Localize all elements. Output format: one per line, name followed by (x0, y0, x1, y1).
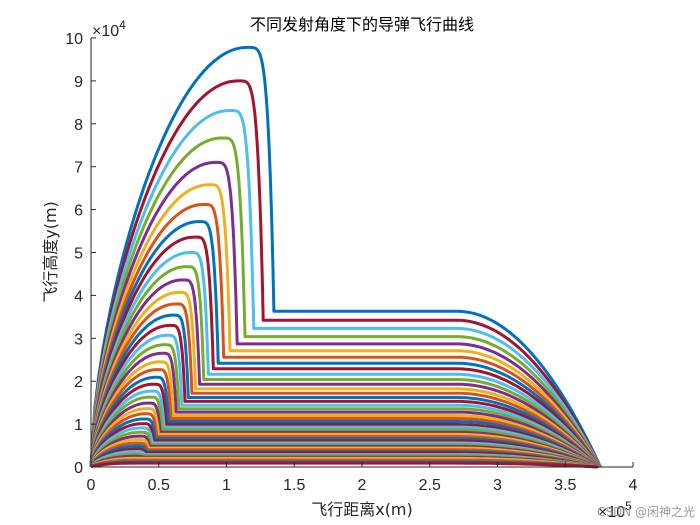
x-tick-label: 0.5 (148, 477, 170, 494)
y-tick-label: 3 (74, 331, 83, 348)
series-line-4 (89, 136, 602, 468)
y-tick-label: 2 (74, 374, 83, 391)
x-ticks: 0 0.5 1 1.5 2 2.5 3 3.5 4 (87, 462, 638, 494)
x-tick-label: 3.5 (554, 477, 576, 494)
y-tick-label: 10 (65, 31, 83, 48)
y-multiplier-exp: 4 (119, 18, 126, 32)
x-tick-label: 2.5 (419, 477, 441, 494)
series-line-30 (89, 422, 599, 469)
series-line-44 (90, 461, 598, 469)
series-line-29 (89, 417, 599, 469)
series-line-21 (89, 368, 600, 469)
x-axis-label: 飞行距离x(m) (311, 500, 413, 519)
y-tick-label: 0 (74, 460, 83, 477)
x-tick-label: 3 (493, 477, 502, 494)
y-tick-label: 6 (74, 203, 83, 220)
series-line-7 (89, 203, 601, 468)
x-multiplier-exp: 5 (625, 499, 632, 513)
series-line-11 (89, 265, 601, 468)
series-line-24 (89, 389, 600, 469)
series-line-28 (89, 412, 599, 469)
series-line-19 (89, 351, 600, 469)
series-line-20 (89, 360, 600, 469)
y-tick-label: 4 (74, 288, 83, 305)
y-multiplier-base: ×10 (92, 23, 119, 40)
y-tick-label: 9 (74, 74, 83, 91)
series-line-16 (89, 323, 600, 469)
series-line-27 (89, 407, 599, 469)
series-line-10 (89, 251, 601, 468)
y-tick-label: 5 (74, 246, 83, 263)
series-line-15 (89, 313, 600, 469)
chart-title: 不同发射角度下的导弹飞行曲线 (250, 15, 474, 34)
series-layer (89, 45, 602, 469)
series-line-17 (89, 333, 600, 469)
series-line-13 (89, 290, 601, 469)
y-tick-label: 8 (74, 117, 83, 134)
series-line-23 (89, 382, 600, 469)
x-tick-label: 1 (222, 477, 231, 494)
series-line-8 (89, 220, 601, 468)
y-tick-label: 7 (74, 160, 83, 177)
y-tick-label: 1 (74, 417, 83, 434)
watermark: CSDN @闲神之光 (597, 505, 695, 519)
series-line-6 (89, 183, 601, 468)
x-tick-label: 2 (358, 477, 367, 494)
series-line-26 (89, 401, 599, 469)
series-line-22 (89, 375, 600, 469)
series-line-18 (89, 343, 600, 469)
series-line-2 (89, 79, 602, 468)
series-line-25 (89, 395, 599, 469)
x-multiplier-base: ×10 (598, 504, 625, 521)
x-tick-label: 1.5 (283, 477, 305, 494)
series-line-12 (89, 278, 601, 468)
series-line-9 (89, 235, 601, 468)
series-line-3 (89, 109, 602, 468)
series-line-14 (89, 302, 600, 469)
x-multiplier: ×105 (598, 499, 632, 521)
x-tick-label: 4 (629, 477, 638, 494)
y-multiplier: ×104 (92, 18, 126, 40)
y-ticks: 0 1 2 3 4 5 6 7 8 9 10 (65, 31, 96, 477)
series-line-5 (89, 160, 601, 468)
x-tick-label: 0 (87, 477, 96, 494)
series-line-1 (89, 45, 602, 468)
y-axis-label: 飞行高度y(m) (41, 201, 60, 303)
